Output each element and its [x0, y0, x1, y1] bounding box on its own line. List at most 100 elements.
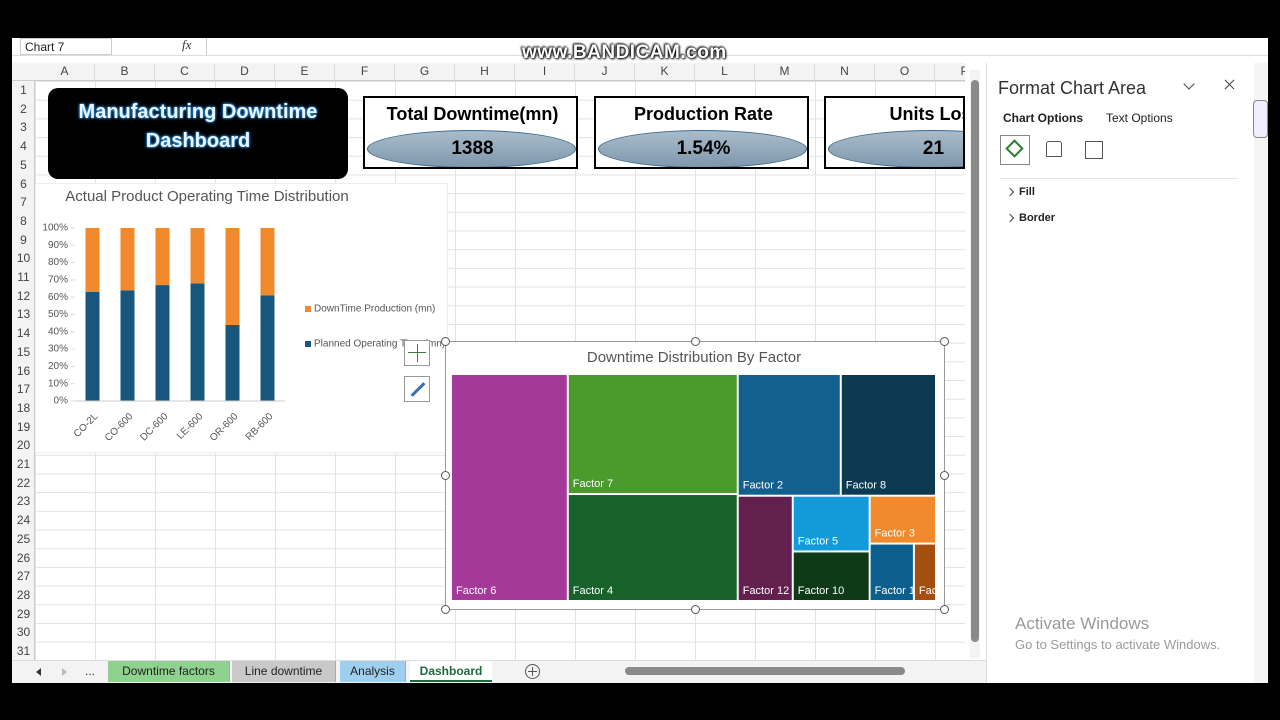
row-header[interactable]: 5 [20, 157, 27, 172]
tile-label: Factor 2 [743, 480, 783, 492]
row-header[interactable]: 8 [20, 213, 27, 228]
activation-text: Go to Settings to activate Windows. [1015, 637, 1221, 652]
row-header[interactable]: 3 [20, 120, 27, 135]
y-tick-label: 50% [48, 309, 68, 320]
bar-segment [260, 295, 275, 401]
sheet-tab[interactable]: Analysis [340, 661, 406, 682]
bar-segment [155, 285, 170, 401]
row-header[interactable]: 16 [16, 363, 31, 378]
resize-handle[interactable] [441, 471, 450, 480]
tile-label: Factor 10 [798, 585, 844, 597]
row-header[interactable]: 20 [16, 438, 31, 453]
resize-handle[interactable] [940, 605, 949, 614]
resize-handle[interactable] [940, 471, 949, 480]
row-header[interactable]: 17 [16, 382, 31, 397]
treemap-tile [914, 544, 935, 600]
x-tick-label: LE-600 [175, 411, 206, 442]
row-header[interactable]: 30 [16, 625, 31, 640]
row-header[interactable]: 13 [16, 307, 31, 322]
fill-line-icon[interactable] [1000, 135, 1030, 165]
y-tick-label: 0% [54, 396, 69, 407]
column-header[interactable]: O [875, 64, 935, 80]
section-header[interactable]: Border [1019, 212, 1056, 224]
column-header[interactable]: J [575, 64, 635, 80]
fx-button[interactable]: fx [182, 37, 192, 52]
column-header[interactable]: H [455, 64, 515, 80]
row-header[interactable]: 29 [16, 606, 31, 621]
row-header[interactable]: 31 [16, 644, 31, 658]
pane-tab[interactable]: Text Options [1106, 111, 1173, 125]
bar-segment [120, 290, 135, 401]
side-button[interactable] [1253, 100, 1268, 138]
row-header[interactable]: 11 [17, 270, 30, 284]
tile-label: Factor 6 [456, 585, 496, 597]
column-header[interactable]: C [155, 64, 215, 80]
column-header[interactable]: N [815, 64, 875, 80]
kpi-card: Total Downtime(mn) 1388 [363, 96, 578, 169]
resize-handle[interactable] [940, 337, 949, 346]
row-header[interactable]: 4 [20, 139, 27, 154]
row-header[interactable]: 24 [16, 513, 31, 528]
row-header[interactable]: 1 [20, 83, 27, 97]
row-header[interactable]: 19 [16, 419, 31, 434]
row-header[interactable]: 26 [16, 550, 31, 565]
row-header[interactable]: 25 [16, 531, 31, 546]
dashboard-title: Manufacturing Downtime Dashboard [48, 88, 348, 179]
row-header[interactable]: 15 [16, 344, 31, 359]
tile-label: Factor 9 [919, 585, 945, 597]
row-header[interactable]: 28 [16, 587, 31, 602]
pane-tab[interactable]: Chart Options [1003, 111, 1083, 125]
chart-title: Actual Product Operating Time Distributi… [65, 188, 348, 205]
scroll-thumb[interactable] [971, 80, 979, 642]
kpi-label: Units Lost [889, 104, 964, 124]
row-header[interactable]: 23 [16, 494, 31, 509]
column-header[interactable]: E [275, 64, 335, 80]
row-header[interactable]: 2 [20, 101, 27, 116]
tile-label: Factor 4 [573, 585, 613, 597]
name-box[interactable]: Chart 7 [20, 38, 112, 55]
row-header[interactable]: 7 [20, 195, 27, 210]
y-tick-label: 80% [48, 257, 68, 268]
resize-handle[interactable] [691, 605, 700, 614]
row-header[interactable]: 6 [20, 176, 27, 191]
add-sheet[interactable] [525, 664, 540, 679]
legend-label: Planned Operating Time (mn) [314, 339, 445, 350]
h-scroll-thumb[interactable] [625, 667, 905, 675]
effects-icon[interactable] [1046, 141, 1062, 157]
row-header[interactable]: 12 [16, 288, 31, 303]
resize-handle[interactable] [441, 605, 450, 614]
column-header[interactable]: I [515, 64, 575, 80]
row-header[interactable]: 10 [16, 251, 31, 266]
size-icon[interactable] [1085, 141, 1103, 159]
format-pane [986, 63, 1254, 683]
column-header[interactable]: F [335, 64, 395, 80]
tab-more[interactable]: ... [85, 664, 96, 678]
column-header[interactable]: B [95, 64, 155, 80]
column-header[interactable]: A [35, 64, 95, 80]
sheet-tab[interactable]: Dashboard [410, 661, 492, 682]
tab-nav-right[interactable] [62, 668, 67, 676]
row-header[interactable]: 9 [20, 232, 27, 247]
row-header[interactable]: 27 [16, 569, 31, 584]
sheet-tab[interactable]: Downtime factors [108, 661, 230, 682]
resize-handle[interactable] [691, 337, 700, 346]
row-header[interactable]: 22 [16, 475, 31, 490]
resize-handle[interactable] [441, 337, 450, 346]
row-header[interactable]: 18 [16, 400, 31, 415]
tab-nav-left[interactable] [36, 668, 41, 676]
kpi-value: 1388 [451, 138, 494, 159]
treemap-chart: Downtime Distribution By Factor Factor 6 F… [452, 349, 945, 600]
tile-label: Factor 5 [798, 535, 838, 547]
row-header[interactable]: 14 [16, 326, 31, 341]
section-header[interactable]: Fill [1019, 186, 1035, 198]
row-header[interactable]: 21 [16, 457, 31, 471]
column-header[interactable]: D [215, 64, 275, 80]
column-header[interactable]: M [755, 64, 815, 80]
column-header[interactable]: K [635, 64, 695, 80]
column-header[interactable]: G [395, 64, 455, 80]
sheet-tab[interactable]: Line downtime [232, 661, 336, 682]
tile-label: Factor 12 [743, 585, 789, 597]
column-header[interactable]: L [695, 64, 755, 80]
formula-input[interactable] [206, 38, 1268, 55]
